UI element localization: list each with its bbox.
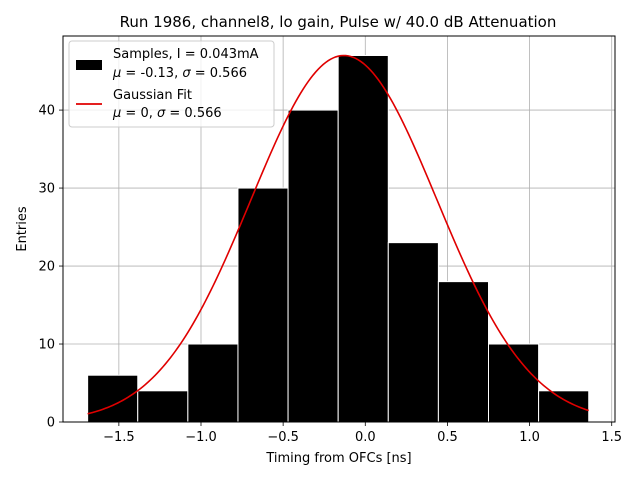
legend-samples-label: Samples, I = 0.043mA <box>113 47 259 62</box>
x-tick-label: −1.0 <box>185 430 217 445</box>
y-tick-label: 20 <box>38 260 55 275</box>
legend-box <box>68 40 275 128</box>
x-tick-label: 1.0 <box>519 430 540 445</box>
legend-fit-label: Gaussian Fit <box>113 88 192 103</box>
legend-samples-sigma-symbol: σ <box>182 66 191 81</box>
gaussian-fit-curve <box>87 54 589 415</box>
histogram-bar <box>337 54 389 423</box>
y-tick-label: 40 <box>38 104 55 119</box>
histogram-bar <box>287 109 339 423</box>
x-tick-label: −0.5 <box>267 430 299 445</box>
y-axis-label: Entries <box>15 206 30 252</box>
histogram-bar <box>538 390 590 423</box>
legend-samples-swatch <box>76 60 102 70</box>
histogram-bar <box>237 187 289 423</box>
legend-fit-mu-symbol: μ <box>112 106 121 121</box>
legend-samples-mu-symbol: μ <box>112 66 121 81</box>
histogram-bar <box>87 374 139 423</box>
legend-fit-params: μ = 0, σ = 0.566 <box>112 106 222 121</box>
legend-samples-mu-value: = -0.13, <box>125 66 178 81</box>
chart-title: Run 1986, channel8, lo gain, Pulse w/ 40… <box>120 13 557 31</box>
gaussian-fit <box>87 54 589 415</box>
x-tick-label: 0.0 <box>355 430 376 445</box>
legend-fit-sigma-symbol: σ <box>157 106 166 121</box>
x-tick-label: 0.5 <box>437 430 458 445</box>
legend: Samples, I = 0.043mA μ = -0.13, σ = 0.56… <box>68 40 275 128</box>
histogram-bar <box>488 343 540 423</box>
histogram-bar <box>437 281 489 423</box>
legend-fit-sigma-value: = 0.566 <box>169 106 221 121</box>
histogram-bar <box>387 242 439 423</box>
legend-samples-params: μ = -0.13, σ = 0.566 <box>112 66 247 81</box>
x-tick-label: 1.5 <box>601 430 622 445</box>
axis-ticks: −1.5 −1.0 −0.5 0.0 0.5 1.0 1.5 0 10 20 30 40 <box>38 104 622 445</box>
y-tick-label: 30 <box>38 182 55 197</box>
y-tick-label: 0 <box>47 416 55 431</box>
x-tick-label: −1.5 <box>103 430 135 445</box>
legend-fit-mu-value: = 0, <box>125 106 152 121</box>
x-axis-label: Timing from OFCs [ns] <box>265 451 411 466</box>
histogram-bar <box>137 390 189 423</box>
histogram-bar <box>187 343 239 423</box>
legend-samples-sigma-value: = 0.566 <box>195 66 247 81</box>
histogram-bars <box>87 54 590 423</box>
y-tick-label: 10 <box>38 338 55 353</box>
plot-frame <box>62 35 616 423</box>
